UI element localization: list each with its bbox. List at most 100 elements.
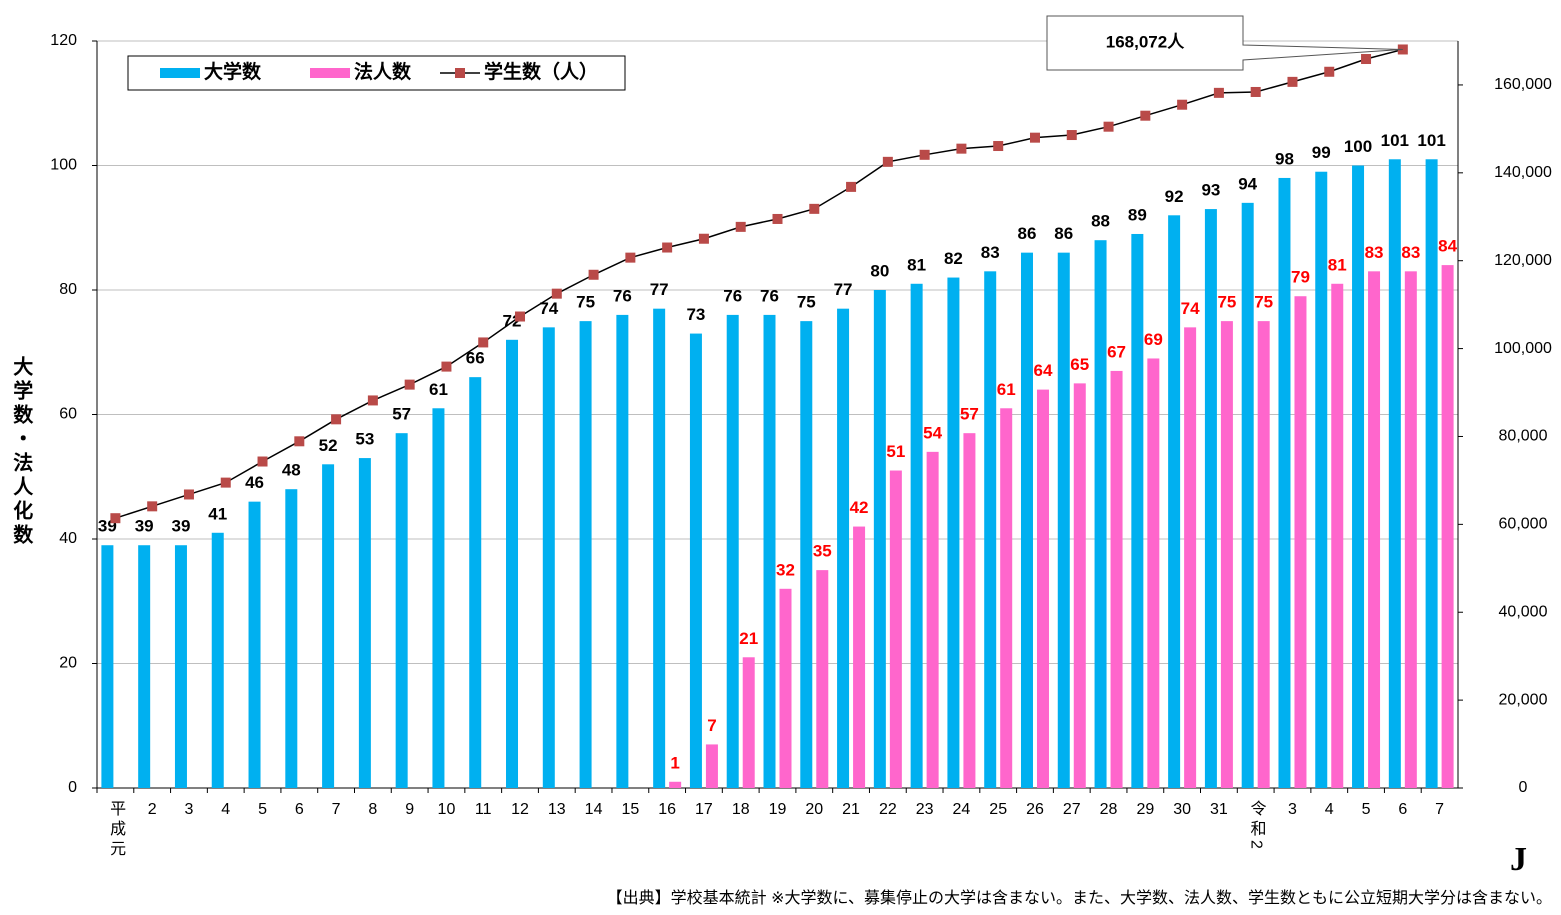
bar xyxy=(1036,389,1049,788)
bar xyxy=(1110,370,1123,788)
bar-label: 7 xyxy=(707,716,716,735)
bar xyxy=(616,314,629,788)
x-tick-label: 6 xyxy=(295,801,304,818)
line-marker xyxy=(1066,130,1077,141)
x-tick-label: 19 xyxy=(769,801,787,818)
bar-label: 54 xyxy=(923,423,942,442)
bar-label: 21 xyxy=(739,629,758,648)
bar xyxy=(1352,165,1365,788)
line-marker xyxy=(183,489,194,500)
bar xyxy=(963,433,976,788)
legend-swatch xyxy=(160,68,200,78)
bar-label: 74 xyxy=(1181,299,1200,318)
bar xyxy=(1204,209,1217,788)
legend-swatch xyxy=(310,68,350,78)
bar-label: 79 xyxy=(1291,268,1310,287)
bar xyxy=(1057,252,1070,788)
bar-label: 53 xyxy=(355,430,374,449)
line-marker xyxy=(882,156,893,167)
bar xyxy=(1131,233,1144,789)
x-tick-label: 11 xyxy=(475,801,492,818)
bar xyxy=(322,464,335,788)
bar-label: 80 xyxy=(870,261,889,280)
bar-label: 83 xyxy=(981,243,1000,262)
legend-label: 法人数 xyxy=(354,60,412,83)
bar-label: 32 xyxy=(776,560,795,579)
line-marker xyxy=(588,269,599,280)
bar-label: 75 xyxy=(1217,293,1236,312)
bar xyxy=(1388,159,1401,788)
x-tick-label: 30 xyxy=(1173,801,1191,818)
x-tick-label: 26 xyxy=(1026,801,1044,818)
bar xyxy=(1278,177,1291,788)
bar xyxy=(469,377,482,788)
x-tick-label: 31 xyxy=(1210,801,1228,818)
bar-label: 57 xyxy=(392,405,411,424)
bar-label: 61 xyxy=(429,380,448,399)
line-marker xyxy=(515,311,526,322)
x-tick-label: 2 xyxy=(148,801,157,818)
x-tick-label: 18 xyxy=(732,801,750,818)
bar xyxy=(1404,271,1417,788)
bar-label: 98 xyxy=(1275,149,1294,168)
bar xyxy=(726,314,739,788)
bar-label: 93 xyxy=(1201,181,1220,200)
bar-label: 75 xyxy=(797,293,816,312)
bar xyxy=(1257,321,1270,788)
x-tick-label: 21 xyxy=(842,801,860,818)
line-marker xyxy=(735,221,746,232)
bar xyxy=(248,501,261,788)
line-marker xyxy=(1250,86,1261,97)
y-tick-label: 40 xyxy=(59,530,77,547)
x-tick-label: 16 xyxy=(658,801,676,818)
bar xyxy=(1147,358,1160,788)
line-marker xyxy=(257,456,268,467)
bar-label: 48 xyxy=(282,461,301,480)
y-axis-title: 大学数・法人化数 xyxy=(10,356,33,548)
bar-label: 65 xyxy=(1070,355,1089,374)
x-tick-label: 平成元 xyxy=(107,800,126,860)
line-marker xyxy=(1140,110,1151,121)
bar-label: 51 xyxy=(886,442,905,461)
bar-label: 89 xyxy=(1128,205,1147,224)
bar xyxy=(1073,383,1086,788)
x-tick-label: 9 xyxy=(405,801,414,818)
y2-tick-label: 20,000 xyxy=(1499,691,1548,708)
bar xyxy=(1331,283,1344,788)
line-marker xyxy=(110,513,121,524)
bar xyxy=(101,545,114,788)
bar xyxy=(1425,159,1438,788)
line-marker xyxy=(220,477,231,488)
bar-label: 75 xyxy=(576,293,595,312)
line-marker xyxy=(993,141,1004,152)
line-marker xyxy=(1324,66,1335,77)
line-marker xyxy=(956,143,967,154)
bar xyxy=(705,744,718,788)
bar xyxy=(689,333,702,788)
x-tick-label: 29 xyxy=(1136,801,1154,818)
bar-label: 42 xyxy=(850,498,869,517)
line-marker xyxy=(625,252,636,263)
bar xyxy=(947,277,960,788)
bar-label: 81 xyxy=(1328,255,1347,274)
line-marker xyxy=(698,233,709,244)
line-marker xyxy=(772,213,783,224)
x-tick-label: 13 xyxy=(548,801,566,818)
x-tick-label: 12 xyxy=(511,801,529,818)
bar-label: 46 xyxy=(245,473,264,492)
y2-tick-label: 100,000 xyxy=(1494,340,1552,357)
y-tick-label: 60 xyxy=(59,406,77,423)
line-marker xyxy=(331,414,342,425)
y-tick-label: 100 xyxy=(50,157,77,174)
y2-tick-label: 40,000 xyxy=(1499,603,1548,620)
bar-label: 77 xyxy=(650,280,669,299)
bar xyxy=(1241,202,1254,789)
bar-label: 94 xyxy=(1238,174,1257,193)
bar xyxy=(669,781,682,788)
bar xyxy=(653,308,666,788)
bar xyxy=(579,321,592,788)
x-tick-label: 3 xyxy=(185,801,194,818)
bar xyxy=(984,271,997,788)
bar-label: 82 xyxy=(944,249,963,268)
bar xyxy=(542,327,555,788)
